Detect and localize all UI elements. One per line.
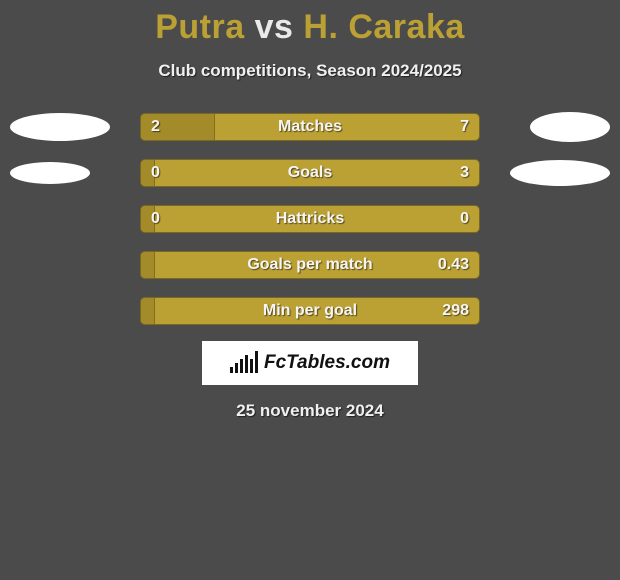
stat-bar: Min per goal298 [140, 297, 480, 325]
stat-bar: 0Hattricks0 [140, 205, 480, 233]
stat-label: Min per goal [141, 298, 479, 324]
logo-text: FcTables.com [264, 352, 390, 374]
vs-text: vs [255, 8, 294, 46]
stats-chart: 2Matches70Goals30Hattricks0Goals per mat… [0, 111, 620, 327]
stat-label: Goals per match [141, 252, 479, 278]
stat-value-right: 0 [460, 206, 469, 232]
player2-marker [530, 112, 610, 142]
stat-value-right: 3 [460, 160, 469, 186]
player2-name: H. Caraka [303, 8, 464, 46]
stat-value-right: 7 [460, 114, 469, 140]
player1-marker [10, 162, 90, 184]
snapshot-date: 25 november 2024 [0, 401, 620, 421]
stat-value-right: 0.43 [438, 252, 469, 278]
fctables-logo: FcTables.com [202, 341, 418, 385]
stat-label: Goals [141, 160, 479, 186]
subtitle: Club competitions, Season 2024/2025 [0, 61, 620, 81]
stat-row: Goals per match0.43 [0, 249, 620, 281]
comparison-title: Putra vs H. Caraka [0, 0, 620, 47]
player2-marker [510, 160, 610, 186]
stat-value-right: 298 [442, 298, 469, 324]
player1-marker [10, 113, 110, 141]
stat-row: Min per goal298 [0, 295, 620, 327]
stat-row: 0Hattricks0 [0, 203, 620, 235]
stat-label: Hattricks [141, 206, 479, 232]
stat-bar: 0Goals3 [140, 159, 480, 187]
logo-bars-icon [230, 353, 258, 373]
stat-row: 0Goals3 [0, 157, 620, 189]
stat-bar: 2Matches7 [140, 113, 480, 141]
player1-name: Putra [155, 8, 244, 46]
stat-row: 2Matches7 [0, 111, 620, 143]
logo-inner: FcTables.com [230, 352, 390, 374]
stat-label: Matches [141, 114, 479, 140]
stat-bar: Goals per match0.43 [140, 251, 480, 279]
